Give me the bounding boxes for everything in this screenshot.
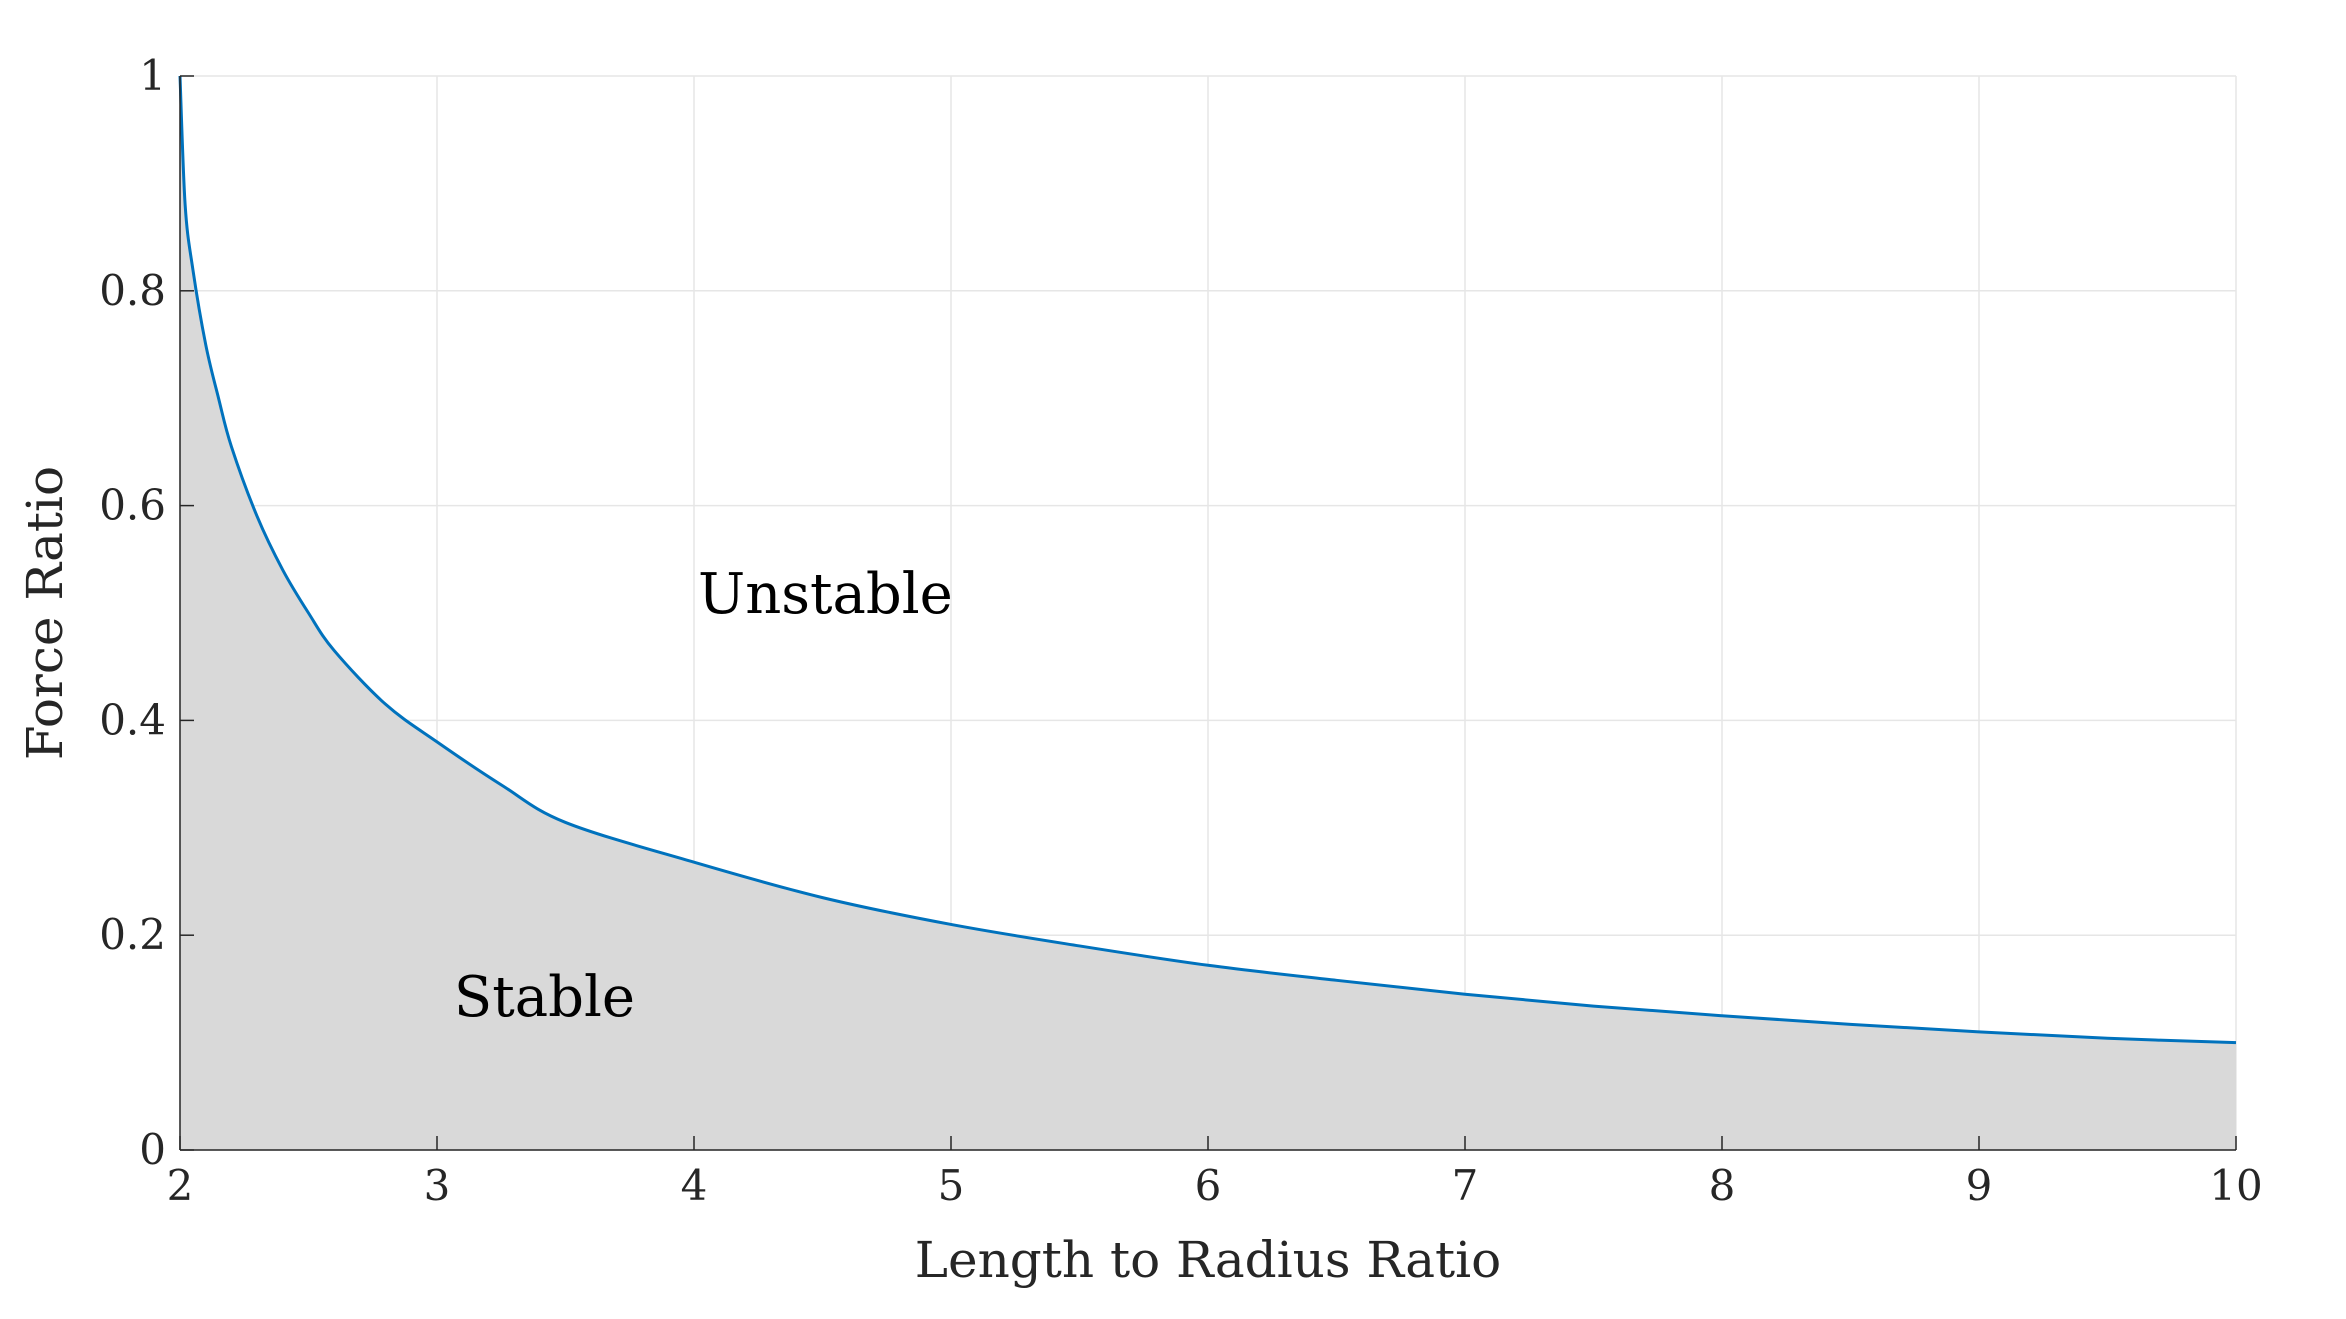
stable-region-fill [180,76,2236,1150]
ticks: 2 3 4 5 6 7 8 9 10 0 0.2 0.4 0.6 0.8 1 [99,51,2263,1210]
y-tick-label: 1 [139,51,166,100]
x-tick-label: 6 [1195,1161,1222,1210]
y-tick-label: 0.8 [99,266,166,315]
x-tick-label: 9 [1966,1161,1993,1210]
y-tick-label: 0.4 [99,695,166,744]
x-axis-label: Length to Radius Ratio [915,1231,1501,1289]
stability-boundary-line [178,75,2237,1045]
annotations: Unstable Stable [454,562,953,1030]
y-axis-label: Force Ratio [16,466,74,760]
x-tick-label: 7 [1452,1161,1479,1210]
x-tick-label: 10 [2209,1161,2262,1210]
y-tick-label: 0 [139,1125,166,1174]
x-tick-label: 5 [938,1161,965,1210]
y-tick-label: 0.6 [99,481,166,530]
region-label-stable: Stable [454,965,635,1030]
region-label-unstable: Unstable [698,562,953,627]
y-tick-label: 0.2 [99,910,166,959]
x-tick-label: 8 [1709,1161,1736,1210]
x-tick-label: 4 [681,1161,708,1210]
x-tick-label: 3 [424,1161,451,1210]
x-tick-label: 2 [167,1161,194,1210]
